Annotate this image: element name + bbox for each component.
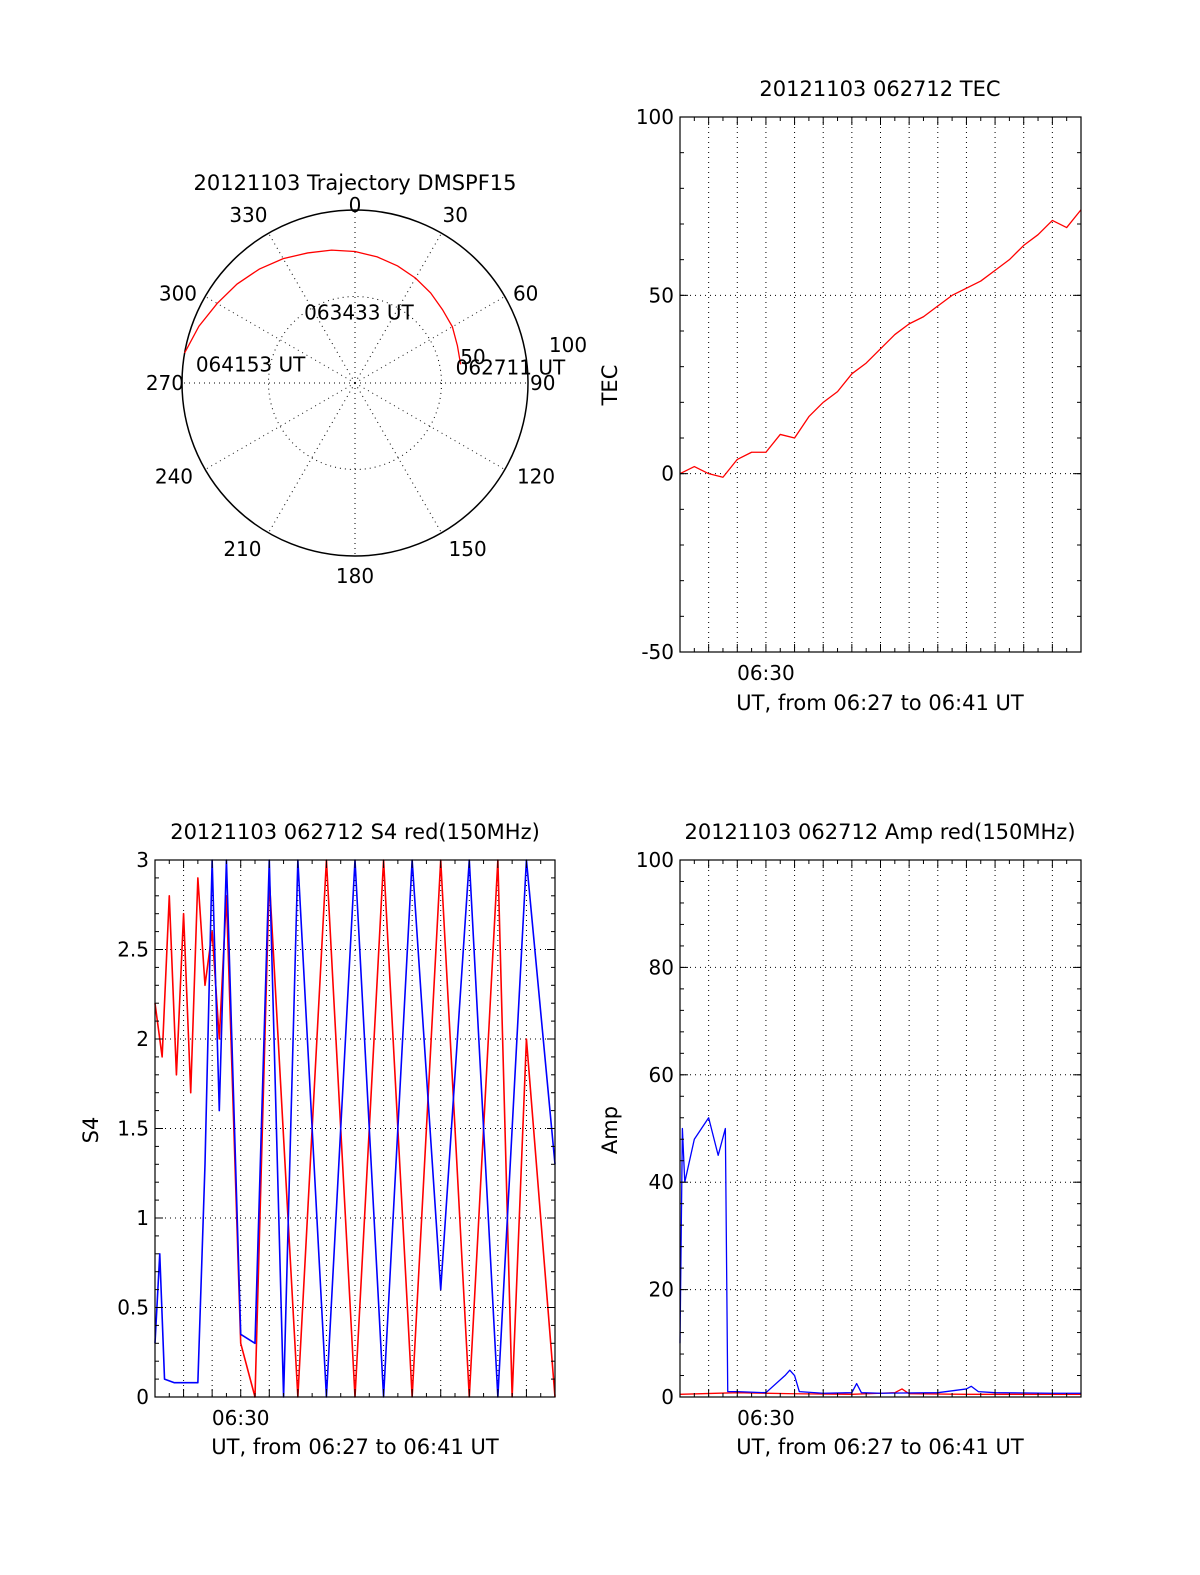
tec-plot: 20121103 062712 TEC -50 0 50 100 06:30 UT, f… [598, 77, 1082, 715]
polar-angle-label: 150 [449, 537, 487, 561]
polar-angle-label: 120 [517, 465, 555, 489]
trajectory-time-label: 062711 UT [456, 355, 566, 379]
y-tick-label: 40 [649, 1170, 674, 1194]
y-tick-label: 80 [649, 955, 674, 979]
s4-title: 20121103 062712 S4 red(150MHz) [170, 820, 540, 844]
trajectory-title: 20121103 Trajectory DMSPF15 [193, 171, 516, 195]
y-tick-label: 50 [649, 283, 674, 307]
polar-angle-label: 60 [513, 282, 538, 306]
trajectory-polar-plot: 20121103 Trajectory DMSPF15 0 30 60 90 120 15… [146, 171, 587, 588]
s4-ylabel: S4 [79, 1117, 103, 1144]
polar-angle-label: 30 [443, 203, 468, 227]
polar-angle-label: 270 [146, 371, 184, 395]
trajectory-line [184, 249, 462, 365]
tec-series [679, 209, 1082, 478]
series-line-1 [154, 859, 556, 1398]
series-line-0 [679, 209, 1082, 478]
polar-angle-label: 300 [159, 282, 197, 306]
tec-ylabel: TEC [598, 365, 622, 407]
y-tick-label: 60 [649, 1063, 674, 1087]
x-tick-label: 06:30 [212, 1406, 270, 1430]
tec-grid [680, 117, 1081, 652]
y-tick-label: 0 [136, 1385, 149, 1409]
s4-grid [155, 860, 555, 1397]
polar-radial-label: 50 [460, 345, 485, 369]
polar-angle-label: 240 [155, 465, 193, 489]
y-tick-label: 0 [661, 462, 674, 486]
s4-ticks: 0 0.5 1 1.5 2 2.5 3 06:30 [117, 848, 556, 1430]
y-tick-label: 2.5 [117, 938, 149, 962]
polar-angle-label: 330 [229, 203, 267, 227]
series-line-1 [679, 1117, 1081, 1394]
y-tick-label: 1.5 [117, 1117, 149, 1141]
polar-angle-label: 90 [530, 371, 555, 395]
y-tick-label: 100 [636, 105, 674, 129]
y-tick-label: 0.5 [117, 1296, 149, 1320]
polar-grid [181, 209, 529, 557]
polar-angle-label: 180 [336, 564, 374, 588]
y-tick-label: 20 [649, 1278, 674, 1302]
tec-ticks: -50 0 50 100 06:30 [636, 105, 1082, 685]
amp-grid [680, 860, 1081, 1397]
trajectory-annotations: 062711 UT 063433 UT 064153 UT [196, 301, 566, 380]
amp-title: 20121103 062712 Amp red(150MHz) [684, 820, 1075, 844]
y-tick-label: 0 [661, 1385, 674, 1409]
polar-radial-label: 100 [549, 333, 587, 357]
polar-outer-circle [181, 209, 529, 557]
amp-plot: 20121103 062712 Amp red(150MHz) 0 20 40 60 8… [598, 820, 1082, 1459]
x-tick-label: 06:30 [737, 661, 795, 685]
polar-angle-label: 0 [349, 193, 362, 217]
amp-series [679, 1117, 1081, 1395]
y-tick-label: 100 [636, 848, 674, 872]
s4-xlabel: UT, from 06:27 to 06:41 UT [211, 1435, 499, 1459]
y-tick-label: 3 [136, 848, 149, 872]
y-tick-label: 2 [136, 1027, 149, 1051]
polar-spoke [204, 382, 356, 470]
amp-ticks: 0 20 40 60 80 100 06:30 [636, 848, 1082, 1430]
polar-angle-label: 210 [223, 537, 261, 561]
trajectory-time-label: 063433 UT [304, 301, 414, 325]
trajectory-time-label: 064153 UT [196, 352, 306, 376]
amp-ylabel: Amp [598, 1106, 622, 1154]
polar-ring [268, 296, 442, 470]
x-tick-label: 06:30 [737, 1406, 795, 1430]
polar-angle-labels: 0 30 60 90 120 150 180 210 240 270 300 330 [146, 193, 556, 588]
trajectory-series [184, 249, 462, 365]
amp-xlabel: UT, from 06:27 to 06:41 UT [736, 1435, 1024, 1459]
y-tick-label: -50 [641, 640, 674, 664]
y-tick-label: 1 [136, 1206, 149, 1230]
polar-radial-labels: 50 100 [460, 333, 587, 369]
tec-xlabel: UT, from 06:27 to 06:41 UT [736, 691, 1024, 715]
tec-title: 20121103 062712 TEC [759, 77, 1000, 101]
s4-plot: 20121103 062712 S4 red(150MHz) 0 0.5 1 1.5 2… [79, 820, 556, 1459]
